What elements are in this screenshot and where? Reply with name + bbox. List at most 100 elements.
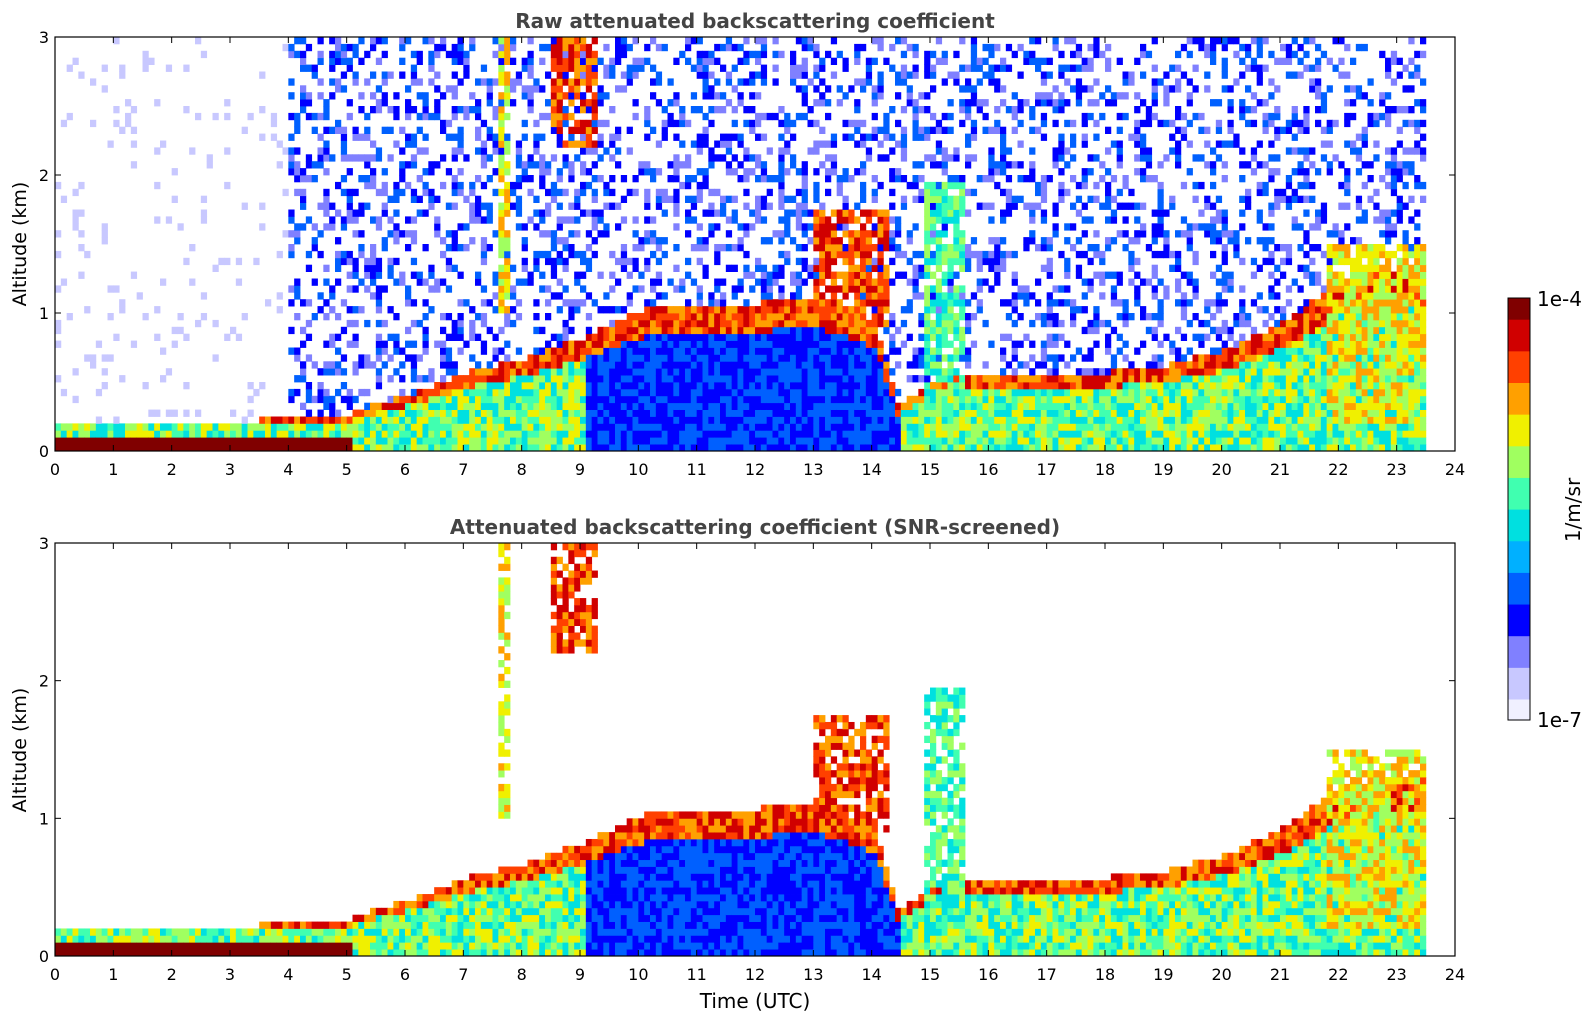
heatmap-cell: [416, 395, 423, 404]
heatmap-cell: [113, 416, 120, 424]
heatmap-cell: [755, 209, 762, 217]
heatmap-cell: [556, 423, 563, 431]
heatmap-cell: [725, 216, 733, 224]
heatmap-cell: [685, 271, 692, 279]
heatmap-cell: [959, 395, 966, 404]
heatmap-cell: [1087, 430, 1094, 438]
heatmap-cell: [457, 409, 464, 417]
heatmap-cell: [947, 202, 954, 210]
heatmap-cell: [300, 326, 307, 335]
heatmap-cell: [305, 299, 313, 307]
heatmap-cell: [142, 444, 149, 451]
heatmap-cell: [1000, 85, 1007, 93]
heatmap-cell: [877, 140, 884, 148]
heatmap-cell: [515, 147, 523, 155]
heatmap-cell: [410, 368, 418, 376]
heatmap-cell: [632, 230, 639, 238]
heatmap-cell: [772, 354, 779, 362]
heatmap-cell: [486, 78, 493, 86]
heatmap-cell: [1046, 264, 1053, 272]
heatmap-cell: [340, 126, 348, 134]
heatmap-cell: [947, 361, 954, 369]
heatmap-cell: [428, 50, 435, 59]
heatmap-cell: [440, 126, 447, 134]
heatmap-cell: [375, 264, 383, 272]
heatmap-cell: [941, 78, 948, 86]
heatmap-cell: [714, 106, 721, 114]
heatmap-cell: [679, 161, 686, 169]
heatmap-cell: [1040, 195, 1048, 203]
heatmap-cell: [737, 285, 744, 293]
heatmap-cell: [661, 402, 668, 410]
heatmap-cell: [550, 264, 558, 272]
heatmap-cell: [743, 313, 750, 321]
heatmap-cell: [405, 416, 412, 424]
heatmap-cell: [819, 319, 826, 328]
heatmap-cell: [445, 50, 453, 59]
heatmap-cell: [66, 313, 73, 321]
heatmap-cell: [568, 216, 575, 224]
heatmap-cell: [842, 313, 849, 321]
heatmap-cell: [90, 119, 97, 128]
heatmap-cell: [224, 99, 231, 107]
heatmap-cell: [755, 416, 762, 424]
heatmap-cell: [708, 147, 715, 155]
heatmap-cell: [685, 119, 692, 128]
heatmap-cell: [848, 409, 855, 417]
heatmap-cell: [486, 175, 493, 183]
heatmap-cell: [1075, 271, 1083, 279]
heatmap-cell: [370, 416, 377, 424]
heatmap-cell: [591, 368, 598, 376]
heatmap-cell: [539, 361, 546, 369]
heatmap-cell: [836, 50, 843, 59]
heatmap-cell: [825, 437, 832, 445]
heatmap-cell: [895, 71, 902, 79]
heatmap-cell: [807, 106, 814, 114]
heatmap-cell: [760, 112, 768, 121]
heatmap-cell: [731, 409, 738, 417]
heatmap-cell: [416, 402, 423, 410]
heatmap-cell: [935, 313, 943, 321]
heatmap-cell: [801, 92, 808, 100]
heatmap-cell: [1046, 444, 1053, 451]
heatmap-cell: [1075, 409, 1083, 417]
heatmap-cell: [276, 423, 283, 431]
heatmap-cell: [1087, 278, 1094, 286]
heatmap-cell: [708, 444, 715, 451]
heatmap-cell: [1029, 340, 1036, 348]
heatmap-cell: [720, 347, 727, 355]
heatmap-cell: [1046, 313, 1053, 321]
heatmap-cell: [364, 126, 371, 134]
heatmap-cell: [871, 175, 878, 183]
heatmap-cell: [562, 375, 569, 383]
heatmap-cell: [603, 430, 610, 438]
heatmap-cell: [1081, 430, 1088, 438]
heatmap-cell: [399, 416, 406, 424]
heatmap-cell: [545, 444, 552, 451]
heatmap-cell: [1052, 319, 1059, 328]
heatmap-cell: [550, 292, 558, 300]
heatmap-cell: [830, 409, 838, 417]
heatmap-cell: [685, 409, 692, 417]
heatmap-cell: [1005, 299, 1013, 307]
heatmap-cell: [778, 388, 785, 397]
heatmap-cell: [982, 250, 989, 259]
heatmap-cell: [871, 244, 878, 252]
heatmap-cell: [912, 271, 919, 279]
heatmap-cell: [510, 181, 517, 190]
heatmap-cell: [206, 430, 213, 438]
heatmap-cell: [865, 409, 873, 417]
heatmap-cell: [387, 271, 394, 279]
heatmap-cell: [276, 140, 283, 148]
heatmap-cell: [428, 437, 435, 445]
heatmap-cell: [655, 388, 663, 397]
heatmap-cell: [912, 99, 919, 107]
heatmap-cell: [959, 285, 966, 293]
heatmap-cell: [772, 64, 779, 72]
heatmap-cell: [469, 444, 476, 451]
heatmap-cell: [527, 154, 534, 162]
heatmap-cell: [375, 437, 383, 445]
heatmap-cell: [340, 299, 348, 307]
heatmap-cell: [1040, 112, 1048, 121]
heatmap-cell: [702, 175, 709, 183]
